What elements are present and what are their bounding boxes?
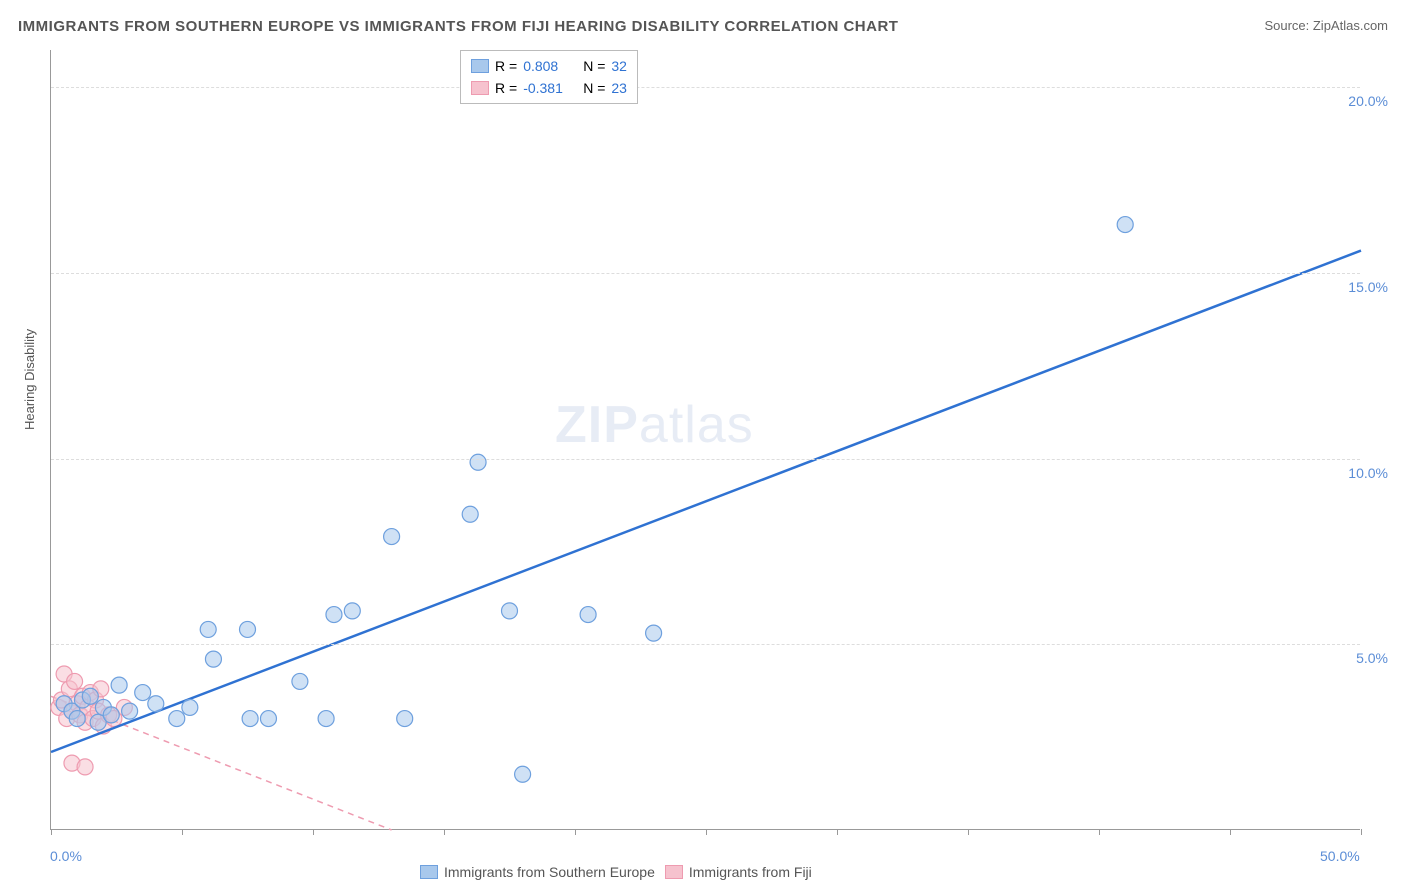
data-point [326,607,342,623]
y-tick-label: 15.0% [1348,279,1388,295]
x-tick [51,829,52,835]
y-tick-label: 5.0% [1356,650,1388,666]
chart-container: IMMIGRANTS FROM SOUTHERN EUROPE VS IMMIG… [0,0,1406,892]
chart-title: IMMIGRANTS FROM SOUTHERN EUROPE VS IMMIG… [18,18,898,35]
data-point [260,711,276,727]
n-label: N = [583,58,605,74]
x-tick [1099,829,1100,835]
y-tick-label: 10.0% [1348,465,1388,481]
n-label: N = [583,80,605,96]
plot-svg [51,50,1360,829]
data-point [515,766,531,782]
data-point [69,711,85,727]
x-tick [1361,829,1362,835]
data-point [318,711,334,727]
r-label: R = [495,80,517,96]
data-point [344,603,360,619]
data-point [82,688,98,704]
x-tick [837,829,838,835]
data-point [384,529,400,545]
x-tick [1230,829,1231,835]
data-point [111,677,127,693]
r-label: R = [495,58,517,74]
data-point [77,759,93,775]
data-point [148,696,164,712]
legend-row-series-1: R = -0.381 N = 23 [471,77,627,99]
x-tick [968,829,969,835]
data-point [462,506,478,522]
swatch-series-0 [471,59,489,73]
legend-correlation: R = 0.808 N = 32 R = -0.381 N = 23 [460,50,638,104]
x-tick [575,829,576,835]
data-point [470,454,486,470]
data-point [240,621,256,637]
legend-item-1: Immigrants from Fiji [665,864,812,880]
x-tick [313,829,314,835]
data-point [242,711,258,727]
legend-label-1: Immigrants from Fiji [689,864,812,880]
gridline [51,273,1360,274]
x-tick-label: 0.0% [50,848,82,864]
swatch-series-1 [471,81,489,95]
data-point [580,607,596,623]
data-point [646,625,662,641]
r-value-1: -0.381 [523,80,577,96]
swatch-bottom-0 [420,865,438,879]
plot-area [50,50,1360,830]
legend-row-series-0: R = 0.808 N = 32 [471,55,627,77]
source-label: Source: ZipAtlas.com [1264,18,1388,33]
y-tick-label: 20.0% [1348,93,1388,109]
y-axis-label: Hearing Disability [22,329,37,430]
gridline [51,644,1360,645]
data-point [103,707,119,723]
trendline [51,251,1361,752]
data-point [122,703,138,719]
data-point [1117,217,1133,233]
data-point [397,711,413,727]
x-tick [182,829,183,835]
n-value-1: 23 [611,80,627,96]
gridline [51,87,1360,88]
r-value-0: 0.808 [523,58,577,74]
legend-series: Immigrants from Southern Europe Immigran… [420,864,812,880]
gridline [51,459,1360,460]
swatch-bottom-1 [665,865,683,879]
data-point [292,673,308,689]
data-point [67,673,83,689]
legend-item-0: Immigrants from Southern Europe [420,864,655,880]
legend-label-0: Immigrants from Southern Europe [444,864,655,880]
data-point [169,711,185,727]
data-point [502,603,518,619]
x-tick [706,829,707,835]
data-point [135,685,151,701]
data-point [182,699,198,715]
data-point [205,651,221,667]
x-tick [444,829,445,835]
data-point [200,621,216,637]
x-tick-label: 50.0% [1320,848,1360,864]
n-value-0: 32 [611,58,627,74]
